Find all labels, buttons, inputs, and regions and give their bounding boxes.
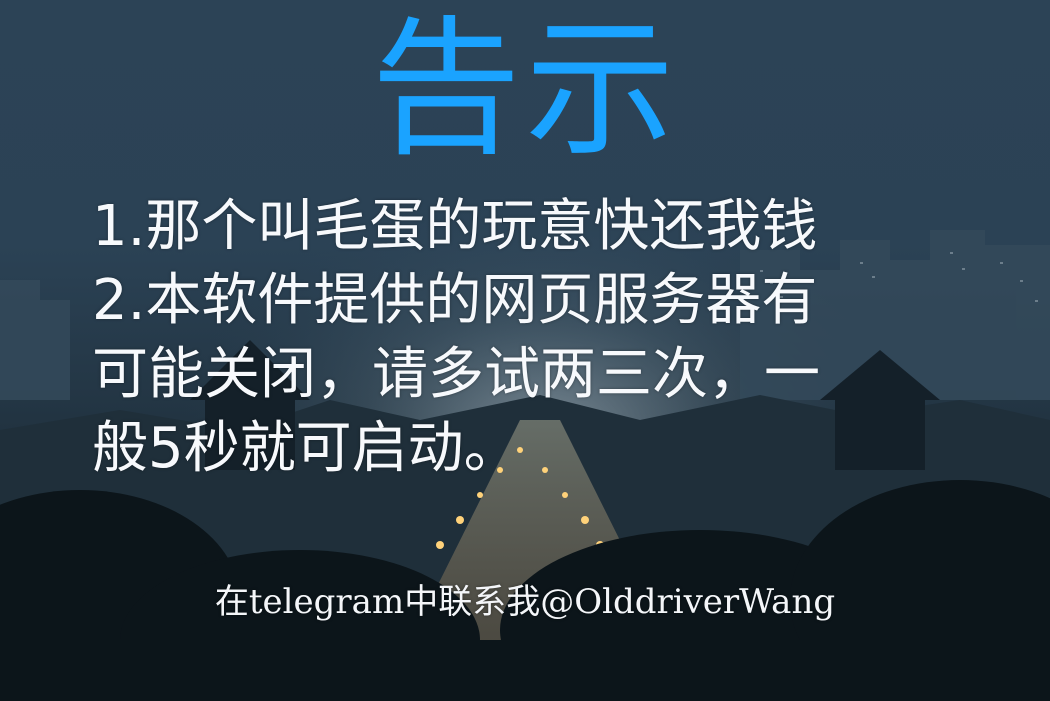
notice-line-1: 1.那个叫毛蛋的玩意快还我钱 — [92, 194, 818, 259]
telegram-contact: 在telegram中联系我@OlddriverWang — [214, 582, 836, 622]
notice-line-2: 2.本软件提供的网页服务器有 — [92, 268, 818, 333]
notice-body: 1.那个叫毛蛋的玩意快还我钱 2.本软件提供的网页服务器有 可能关闭，请多试两三… — [92, 190, 1002, 486]
notice-line-3: 可能关闭，请多试两三次，一 — [92, 342, 820, 407]
notice-line-4: 般5秒就可启动。 — [92, 416, 520, 481]
notice-title: 告示 — [370, 3, 679, 177]
